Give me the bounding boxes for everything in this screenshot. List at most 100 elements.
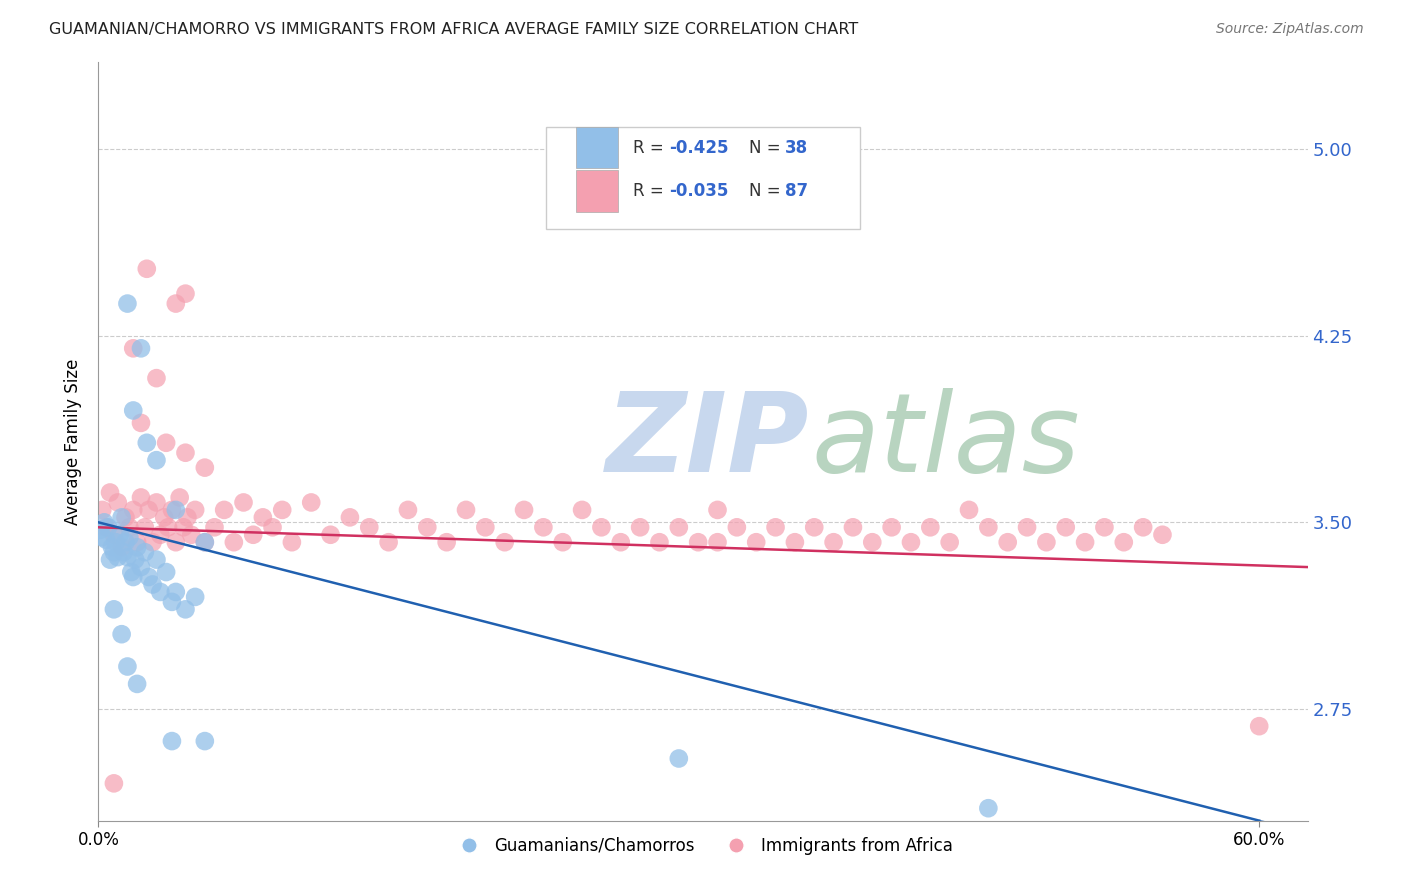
Point xyxy=(112,545,135,559)
Point xyxy=(174,446,197,460)
Point xyxy=(111,627,134,641)
Point xyxy=(142,577,165,591)
Point xyxy=(688,535,710,549)
Point xyxy=(648,535,671,549)
Point xyxy=(155,565,177,579)
Point xyxy=(117,550,139,565)
Point xyxy=(271,503,294,517)
Point xyxy=(1132,520,1154,534)
Point xyxy=(222,535,245,549)
Point xyxy=(93,516,115,530)
Point xyxy=(91,503,114,517)
Point xyxy=(155,435,177,450)
Point xyxy=(204,520,226,534)
Text: 87: 87 xyxy=(785,182,808,201)
Point xyxy=(765,520,787,534)
Point xyxy=(142,535,165,549)
Point xyxy=(176,510,198,524)
Point xyxy=(551,535,574,549)
Point xyxy=(107,550,129,565)
Point xyxy=(174,286,197,301)
Point xyxy=(165,585,187,599)
Point xyxy=(145,552,167,566)
Point xyxy=(157,520,180,534)
Point xyxy=(252,510,274,524)
Text: ZIP: ZIP xyxy=(606,388,810,495)
Point xyxy=(103,528,125,542)
Point xyxy=(1152,528,1174,542)
Point xyxy=(194,460,217,475)
Point xyxy=(262,520,284,534)
Point xyxy=(339,510,361,524)
Point xyxy=(160,503,183,517)
Point xyxy=(299,495,322,509)
Text: 38: 38 xyxy=(785,139,808,157)
Point xyxy=(880,520,903,534)
Point xyxy=(118,520,141,534)
Point xyxy=(114,535,136,549)
Point xyxy=(122,570,145,584)
Point xyxy=(1249,719,1271,733)
Point xyxy=(823,535,845,549)
Point xyxy=(212,503,235,517)
FancyBboxPatch shape xyxy=(576,127,619,169)
FancyBboxPatch shape xyxy=(576,170,619,211)
Point xyxy=(138,503,160,517)
Point xyxy=(107,495,129,509)
Point xyxy=(377,535,399,549)
Point xyxy=(1054,520,1077,534)
Point xyxy=(860,535,883,549)
Point xyxy=(194,734,217,748)
Point xyxy=(571,503,593,517)
Point xyxy=(103,602,125,616)
Point xyxy=(127,535,149,549)
Legend: Guamanians/Chamorros, Immigrants from Africa: Guamanians/Chamorros, Immigrants from Af… xyxy=(446,830,960,862)
Point xyxy=(149,585,172,599)
Point xyxy=(165,535,187,549)
Point xyxy=(114,510,136,524)
Point xyxy=(494,535,516,549)
Point xyxy=(938,535,960,549)
Point xyxy=(194,535,217,549)
Point xyxy=(436,535,458,549)
Point xyxy=(118,530,141,544)
Point xyxy=(842,520,865,534)
Text: -0.425: -0.425 xyxy=(669,139,728,157)
Text: N =: N = xyxy=(749,139,786,157)
Point xyxy=(165,503,187,517)
Point xyxy=(122,403,145,417)
Text: atlas: atlas xyxy=(811,388,1080,495)
Point xyxy=(160,734,183,748)
Point xyxy=(129,416,152,430)
Point xyxy=(957,503,980,517)
Point xyxy=(127,540,149,554)
Point xyxy=(668,520,690,534)
Point xyxy=(803,520,825,534)
Point xyxy=(359,520,381,534)
Point xyxy=(129,491,152,505)
Point xyxy=(513,503,536,517)
Point xyxy=(977,520,1000,534)
Point xyxy=(129,341,152,355)
Point xyxy=(98,485,121,500)
Point xyxy=(122,503,145,517)
Point xyxy=(997,535,1019,549)
Point xyxy=(184,590,207,604)
Point xyxy=(111,510,134,524)
Point xyxy=(160,595,183,609)
Text: N =: N = xyxy=(749,182,786,201)
Point xyxy=(153,510,176,524)
Point xyxy=(103,545,125,559)
Point xyxy=(108,528,131,542)
Y-axis label: Average Family Size: Average Family Size xyxy=(63,359,82,524)
Point xyxy=(138,570,160,584)
Point xyxy=(104,535,127,549)
Point xyxy=(194,535,217,549)
Point xyxy=(96,520,118,534)
Text: GUAMANIAN/CHAMORRO VS IMMIGRANTS FROM AFRICA AVERAGE FAMILY SIZE CORRELATION CHA: GUAMANIAN/CHAMORRO VS IMMIGRANTS FROM AF… xyxy=(49,22,859,37)
Point xyxy=(319,528,342,542)
Point xyxy=(111,540,134,554)
Point xyxy=(1112,535,1135,549)
Point xyxy=(122,341,145,355)
Point xyxy=(900,535,922,549)
